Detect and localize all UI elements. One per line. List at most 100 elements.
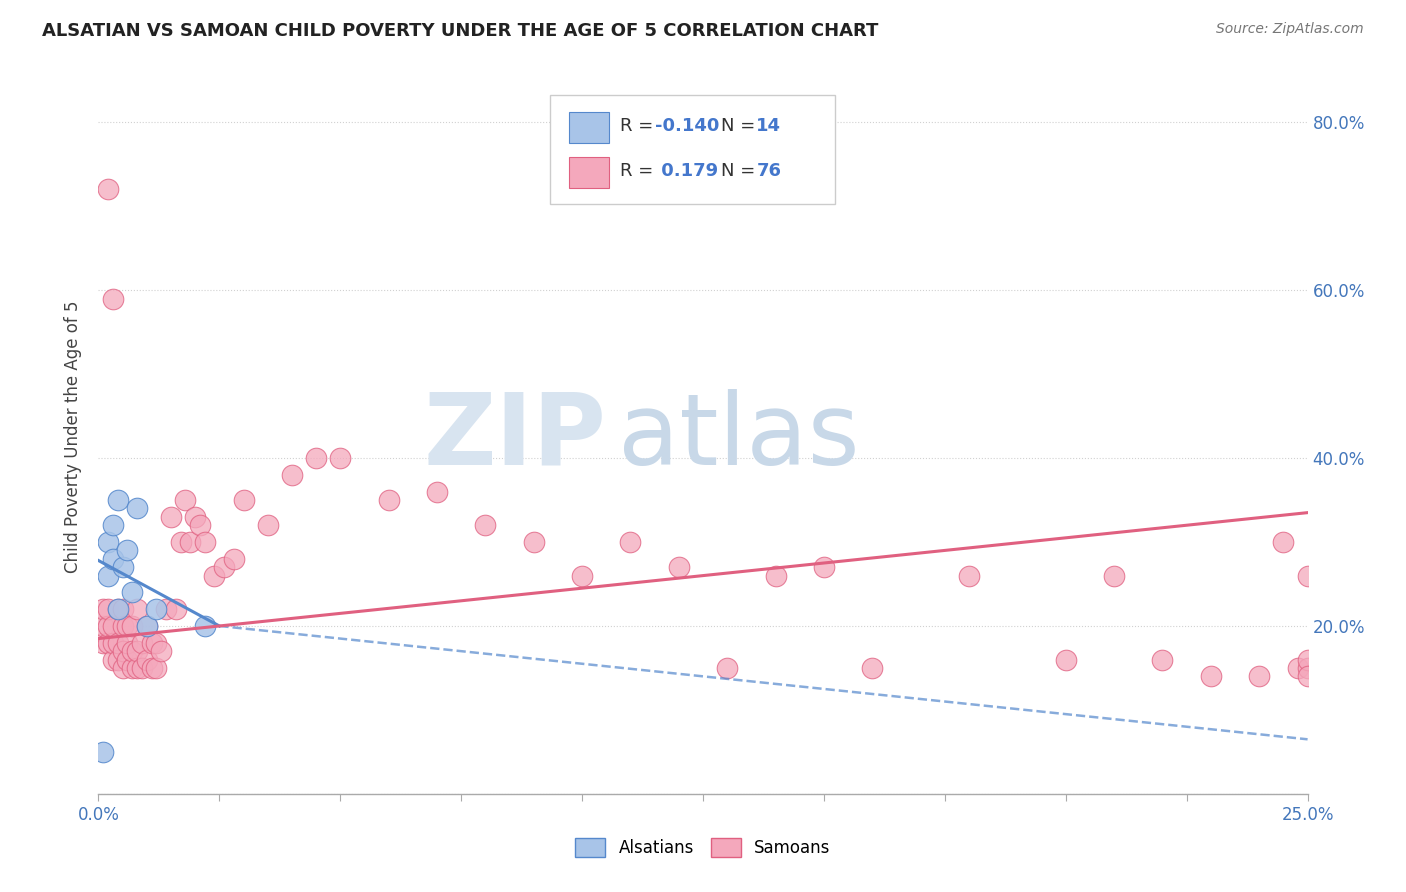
Point: [1102, 568, 1125, 582]
Point: [1296, 652, 1319, 666]
Point: [571, 568, 593, 582]
Point: [135, 619, 157, 633]
Text: atlas: atlas: [619, 389, 860, 485]
Point: [131, 661, 153, 675]
Point: [121, 644, 143, 658]
Point: [179, 535, 201, 549]
Point: [1286, 661, 1309, 675]
Text: Source: ZipAtlas.com: Source: ZipAtlas.com: [1216, 22, 1364, 37]
Text: R =: R =: [620, 162, 654, 180]
Point: [957, 568, 980, 582]
Point: [91, 602, 114, 616]
Point: [281, 467, 304, 482]
Point: [97, 535, 120, 549]
Point: [184, 509, 207, 524]
Point: [91, 745, 114, 759]
Point: [121, 661, 143, 675]
Text: R =: R =: [620, 117, 654, 135]
Point: [204, 568, 226, 582]
Point: [222, 551, 245, 566]
Point: [1152, 652, 1174, 666]
Point: [212, 560, 235, 574]
Point: [174, 493, 197, 508]
Point: [127, 501, 149, 516]
Point: [127, 661, 149, 675]
Point: [117, 543, 139, 558]
Point: [232, 493, 254, 508]
Point: [668, 560, 690, 574]
Point: [377, 493, 399, 508]
Point: [121, 585, 143, 599]
Point: [1249, 669, 1271, 683]
Point: [141, 636, 163, 650]
Point: [107, 636, 129, 650]
Point: [91, 619, 114, 633]
Text: 76: 76: [756, 162, 782, 180]
Point: [97, 568, 120, 582]
Point: [107, 493, 129, 508]
Point: [194, 619, 217, 633]
Point: [765, 568, 787, 582]
Point: [523, 535, 546, 549]
Text: -0.140: -0.140: [655, 117, 720, 135]
Point: [107, 652, 129, 666]
Legend: Alsatians, Samoans: Alsatians, Samoans: [569, 831, 837, 864]
Point: [160, 509, 183, 524]
Point: [194, 535, 217, 549]
Point: [474, 518, 496, 533]
Point: [1199, 669, 1222, 683]
Point: [145, 636, 167, 650]
Y-axis label: Child Poverty Under the Age of 5: Child Poverty Under the Age of 5: [65, 301, 83, 574]
Point: [97, 602, 120, 616]
Point: [111, 560, 134, 574]
Point: [111, 602, 134, 616]
Point: [145, 602, 167, 616]
Point: [117, 652, 139, 666]
Text: ALSATIAN VS SAMOAN CHILD POVERTY UNDER THE AGE OF 5 CORRELATION CHART: ALSATIAN VS SAMOAN CHILD POVERTY UNDER T…: [42, 22, 879, 40]
Text: 0.179: 0.179: [655, 162, 718, 180]
Point: [127, 644, 149, 658]
Point: [716, 661, 738, 675]
Point: [1296, 669, 1319, 683]
Point: [131, 636, 153, 650]
Point: [305, 451, 328, 466]
Point: [135, 619, 157, 633]
Point: [111, 619, 134, 633]
Point: [155, 602, 177, 616]
Point: [1296, 568, 1319, 582]
Point: [117, 636, 139, 650]
Point: [117, 619, 139, 633]
Point: [860, 661, 883, 675]
Point: [135, 652, 157, 666]
Point: [169, 535, 191, 549]
Point: [97, 182, 120, 196]
Text: 14: 14: [756, 117, 782, 135]
Point: [188, 518, 211, 533]
Point: [97, 619, 120, 633]
Point: [97, 636, 120, 650]
Point: [141, 661, 163, 675]
Point: [1296, 661, 1319, 675]
Point: [426, 484, 449, 499]
Point: [107, 602, 129, 616]
Point: [150, 644, 173, 658]
Point: [101, 551, 124, 566]
Point: [101, 619, 124, 633]
Point: [91, 636, 114, 650]
Text: N =: N =: [721, 117, 755, 135]
Point: [121, 619, 143, 633]
Point: [1272, 535, 1295, 549]
Point: [101, 292, 124, 306]
Point: [101, 652, 124, 666]
Point: [101, 518, 124, 533]
Point: [111, 661, 134, 675]
Text: N =: N =: [721, 162, 755, 180]
Point: [813, 560, 835, 574]
Text: ZIP: ZIP: [423, 389, 606, 485]
Point: [145, 661, 167, 675]
Point: [329, 451, 352, 466]
Point: [619, 535, 641, 549]
Point: [111, 644, 134, 658]
Point: [1054, 652, 1077, 666]
Point: [101, 636, 124, 650]
